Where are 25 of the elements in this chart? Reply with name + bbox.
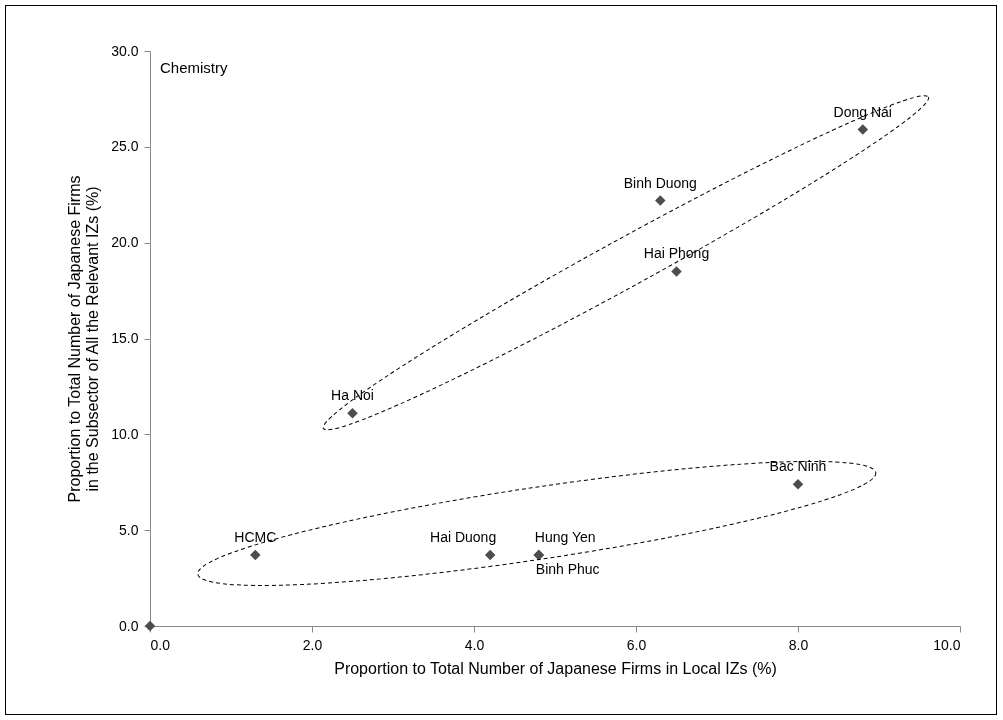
annotation: Hai Phong [643, 245, 710, 262]
annotation: Ha Noi [331, 387, 374, 404]
annotation: Binh Phuc [535, 561, 600, 578]
x-axis-title: Proportion to Total Number of Japanese Firms in Local IZs (%) [334, 659, 777, 677]
y-axis-title: Proportion to Total Number of Japanese Firms in the Subsector of All the Relevant IZs (%) [66, 175, 102, 503]
annotation: Dong Nai [833, 103, 892, 120]
y-tick-label: 15.0 [111, 330, 139, 346]
x-tick-label: 0.0 [150, 636, 171, 653]
x-tick-label: 8.0 [788, 636, 809, 653]
x-tick-label: 6.0 [626, 636, 647, 653]
y-tick-label: 25.0 [111, 138, 139, 155]
annotation: Binh Duong [623, 174, 697, 191]
y-tick-label: 10.0 [111, 425, 139, 442]
y-tick-label: 30.0 [111, 42, 139, 59]
annotation: HCMC [234, 529, 277, 546]
x-tick-label: 10.0 [933, 636, 961, 653]
annotation: Hung Yen [534, 529, 596, 546]
annotation: Chemistry [160, 59, 229, 76]
x-tick-label: 2.0 [302, 636, 323, 653]
x-tick-label: 4.0 [464, 636, 485, 653]
y-tick-label: 0.0 [119, 617, 139, 634]
annotation: Bac Ninh [769, 458, 827, 475]
y-tick-label: 5.0 [119, 521, 139, 538]
annotation: Hai Duong [430, 529, 497, 546]
y-tick-label: 20.0 [111, 234, 139, 251]
